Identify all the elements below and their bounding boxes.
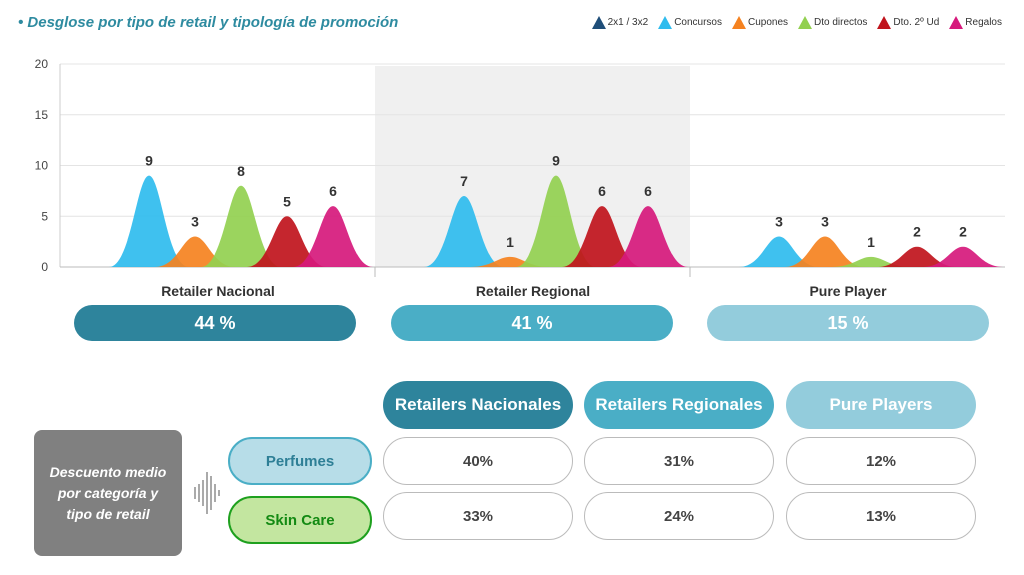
legend-triangle-icon (591, 16, 606, 29)
data-label: 2 (959, 224, 967, 240)
peak-mark (109, 175, 189, 267)
legend-label: Dto directos (814, 17, 868, 28)
group-label: Retailer Regional (475, 283, 591, 299)
share-pill: 41 % (391, 305, 673, 341)
table-cell: 24% (584, 492, 774, 540)
waveform-icon (194, 472, 220, 514)
data-label: 2 (913, 224, 921, 240)
legend-item: Dto directos (798, 16, 867, 29)
legend-label: Concursos (674, 17, 722, 28)
legend-item: Cupones (732, 16, 788, 29)
peak-mark (516, 175, 596, 267)
data-label: 9 (552, 153, 560, 169)
data-label: 6 (329, 183, 337, 199)
share-pill: 44 % (74, 305, 356, 341)
share-pill: 15 % (707, 305, 989, 341)
legend-label: Regalos (965, 17, 1002, 28)
legend-triangle-icon (658, 16, 673, 29)
table-cell: 12% (786, 437, 976, 485)
table-cell: 31% (584, 437, 774, 485)
peak-mark (247, 216, 327, 267)
peak-mark (877, 246, 957, 267)
y-tick-label: 15 (35, 108, 49, 122)
side-label: Descuento medio por categoría y tipo de … (34, 430, 182, 556)
y-tick-label: 0 (41, 260, 48, 274)
peak-mark (608, 206, 688, 267)
legend-triangle-icon (798, 16, 813, 29)
y-tick-label: 20 (35, 57, 49, 71)
legend-label: Cupones (748, 17, 789, 28)
column-header: Retailers Regionales (584, 381, 774, 429)
peak-mark (562, 206, 642, 267)
data-label: 6 (598, 183, 606, 199)
data-label: 5 (283, 193, 291, 209)
peak-mark (293, 206, 373, 267)
legend-item: Regalos (949, 16, 1002, 29)
data-label: 6 (644, 183, 652, 199)
column-header: Pure Players (786, 381, 976, 429)
table-cell: 33% (383, 492, 573, 540)
data-label: 9 (145, 153, 153, 169)
y-tick-label: 5 (41, 209, 48, 223)
legend-item: 2x1 / 3x2 (591, 16, 649, 29)
peak-mark (785, 236, 865, 267)
data-label: 3 (821, 214, 829, 230)
group-label: Retailer Nacional (161, 283, 275, 299)
y-tick-label: 10 (35, 159, 49, 173)
row-label-perfumes: Perfumes (228, 437, 372, 485)
slide-title: • Desglose por tipo de retail y tipologí… (18, 14, 399, 31)
legend-triangle-icon (877, 16, 892, 29)
peak-mark (739, 236, 819, 267)
data-label: 1 (506, 234, 514, 250)
promotion-chart: 0 5 10 15 20 9 3 8 5 6 7 1 9 6 6 3 3 1 2 2 (35, 57, 1005, 277)
data-label: 3 (775, 214, 783, 230)
data-label: 8 (237, 163, 245, 179)
data-label: 7 (460, 173, 468, 189)
peak-mark (424, 195, 504, 267)
legend-item: Dto. 2º Ud (877, 16, 939, 29)
legend-label: 2x1 / 3x2 (607, 17, 649, 28)
peak-mark (923, 246, 1003, 267)
column-header: Retailers Nacionales (383, 381, 573, 429)
legend-item: Concursos (658, 16, 722, 29)
row-label-skin-care: Skin Care (228, 496, 372, 544)
table-cell: 13% (786, 492, 976, 540)
chart-legend: 2x1 / 3x2 Concursos Cupones Dto directos Dto… (591, 16, 1002, 29)
legend-triangle-icon (949, 16, 964, 29)
legend-label: Dto. 2º Ud (893, 17, 940, 28)
table-cell: 40% (383, 437, 573, 485)
data-label: 3 (191, 214, 199, 230)
data-label: 1 (867, 234, 875, 250)
group-label: Pure Player (809, 283, 887, 299)
peak-mark (201, 185, 281, 267)
legend-triangle-icon (732, 16, 746, 29)
